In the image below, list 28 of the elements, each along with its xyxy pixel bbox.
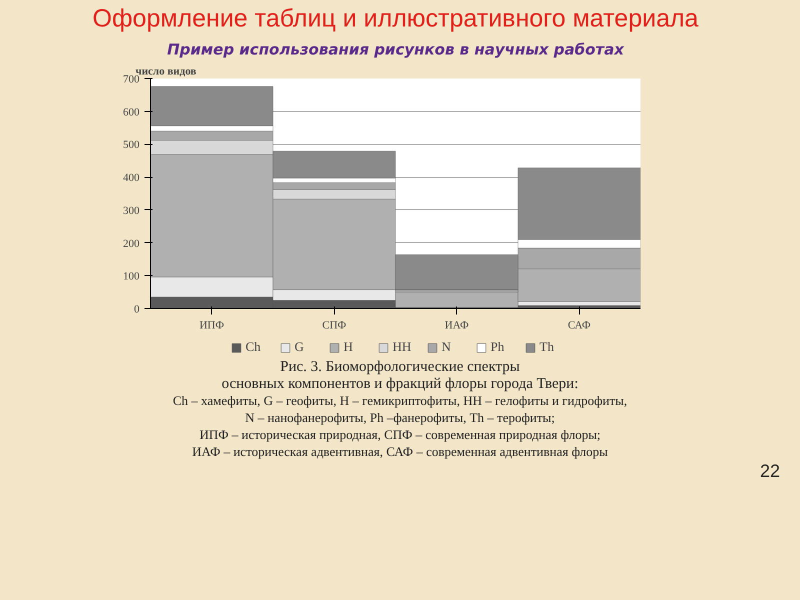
y-tick-label: 100 <box>123 270 140 283</box>
y-tick-label: 700 <box>123 74 140 86</box>
x-tick-label: СПФ <box>322 320 347 332</box>
text: основных компонентов и фракций флоры города Твери: <box>222 376 578 392</box>
legend-label: Ch <box>246 339 262 355</box>
text: ИАФ – историческая адвентивная, САФ – современная адвентивная флоры <box>192 444 608 459</box>
text: Ch – хамефиты, G – геофиты, H – гемикриптофиты, HH – гелофиты и гидрофиты, <box>172 393 628 408</box>
y-tick-label: 500 <box>123 139 140 152</box>
legend-label: HH <box>392 339 412 355</box>
x-tick-label: САФ <box>568 320 591 332</box>
y-tick-label: 400 <box>123 172 140 184</box>
legend-label: N <box>442 339 452 355</box>
text: Рис. 3. Биоморфологические спектры <box>280 359 520 375</box>
x-tick-label: ИАФ <box>444 320 469 332</box>
y-tick-label: 600 <box>123 106 140 118</box>
y-tick-label: 0 <box>134 304 140 316</box>
legend-label: G <box>294 339 305 355</box>
y-tick-label: 200 <box>123 238 140 250</box>
chart-subtitle: Пример использования рисунков в научных работах <box>167 40 626 58</box>
text: N – нанофанерофиты, Ph –фанерофиты, Th – терофиты; <box>245 410 555 425</box>
chart-title: Оформление таблиц и иллюстративного материала <box>92 4 699 32</box>
legend-label: Th <box>540 339 555 355</box>
x-tick-label: ИПФ <box>199 320 224 332</box>
legend-label: Ph <box>490 339 506 355</box>
text: ИПФ – историческая природная, СПФ – современная природная флоры; <box>199 427 601 442</box>
text: 22 <box>760 461 780 481</box>
legend-label: H <box>344 339 354 355</box>
y-tick-label: 300 <box>123 204 140 217</box>
